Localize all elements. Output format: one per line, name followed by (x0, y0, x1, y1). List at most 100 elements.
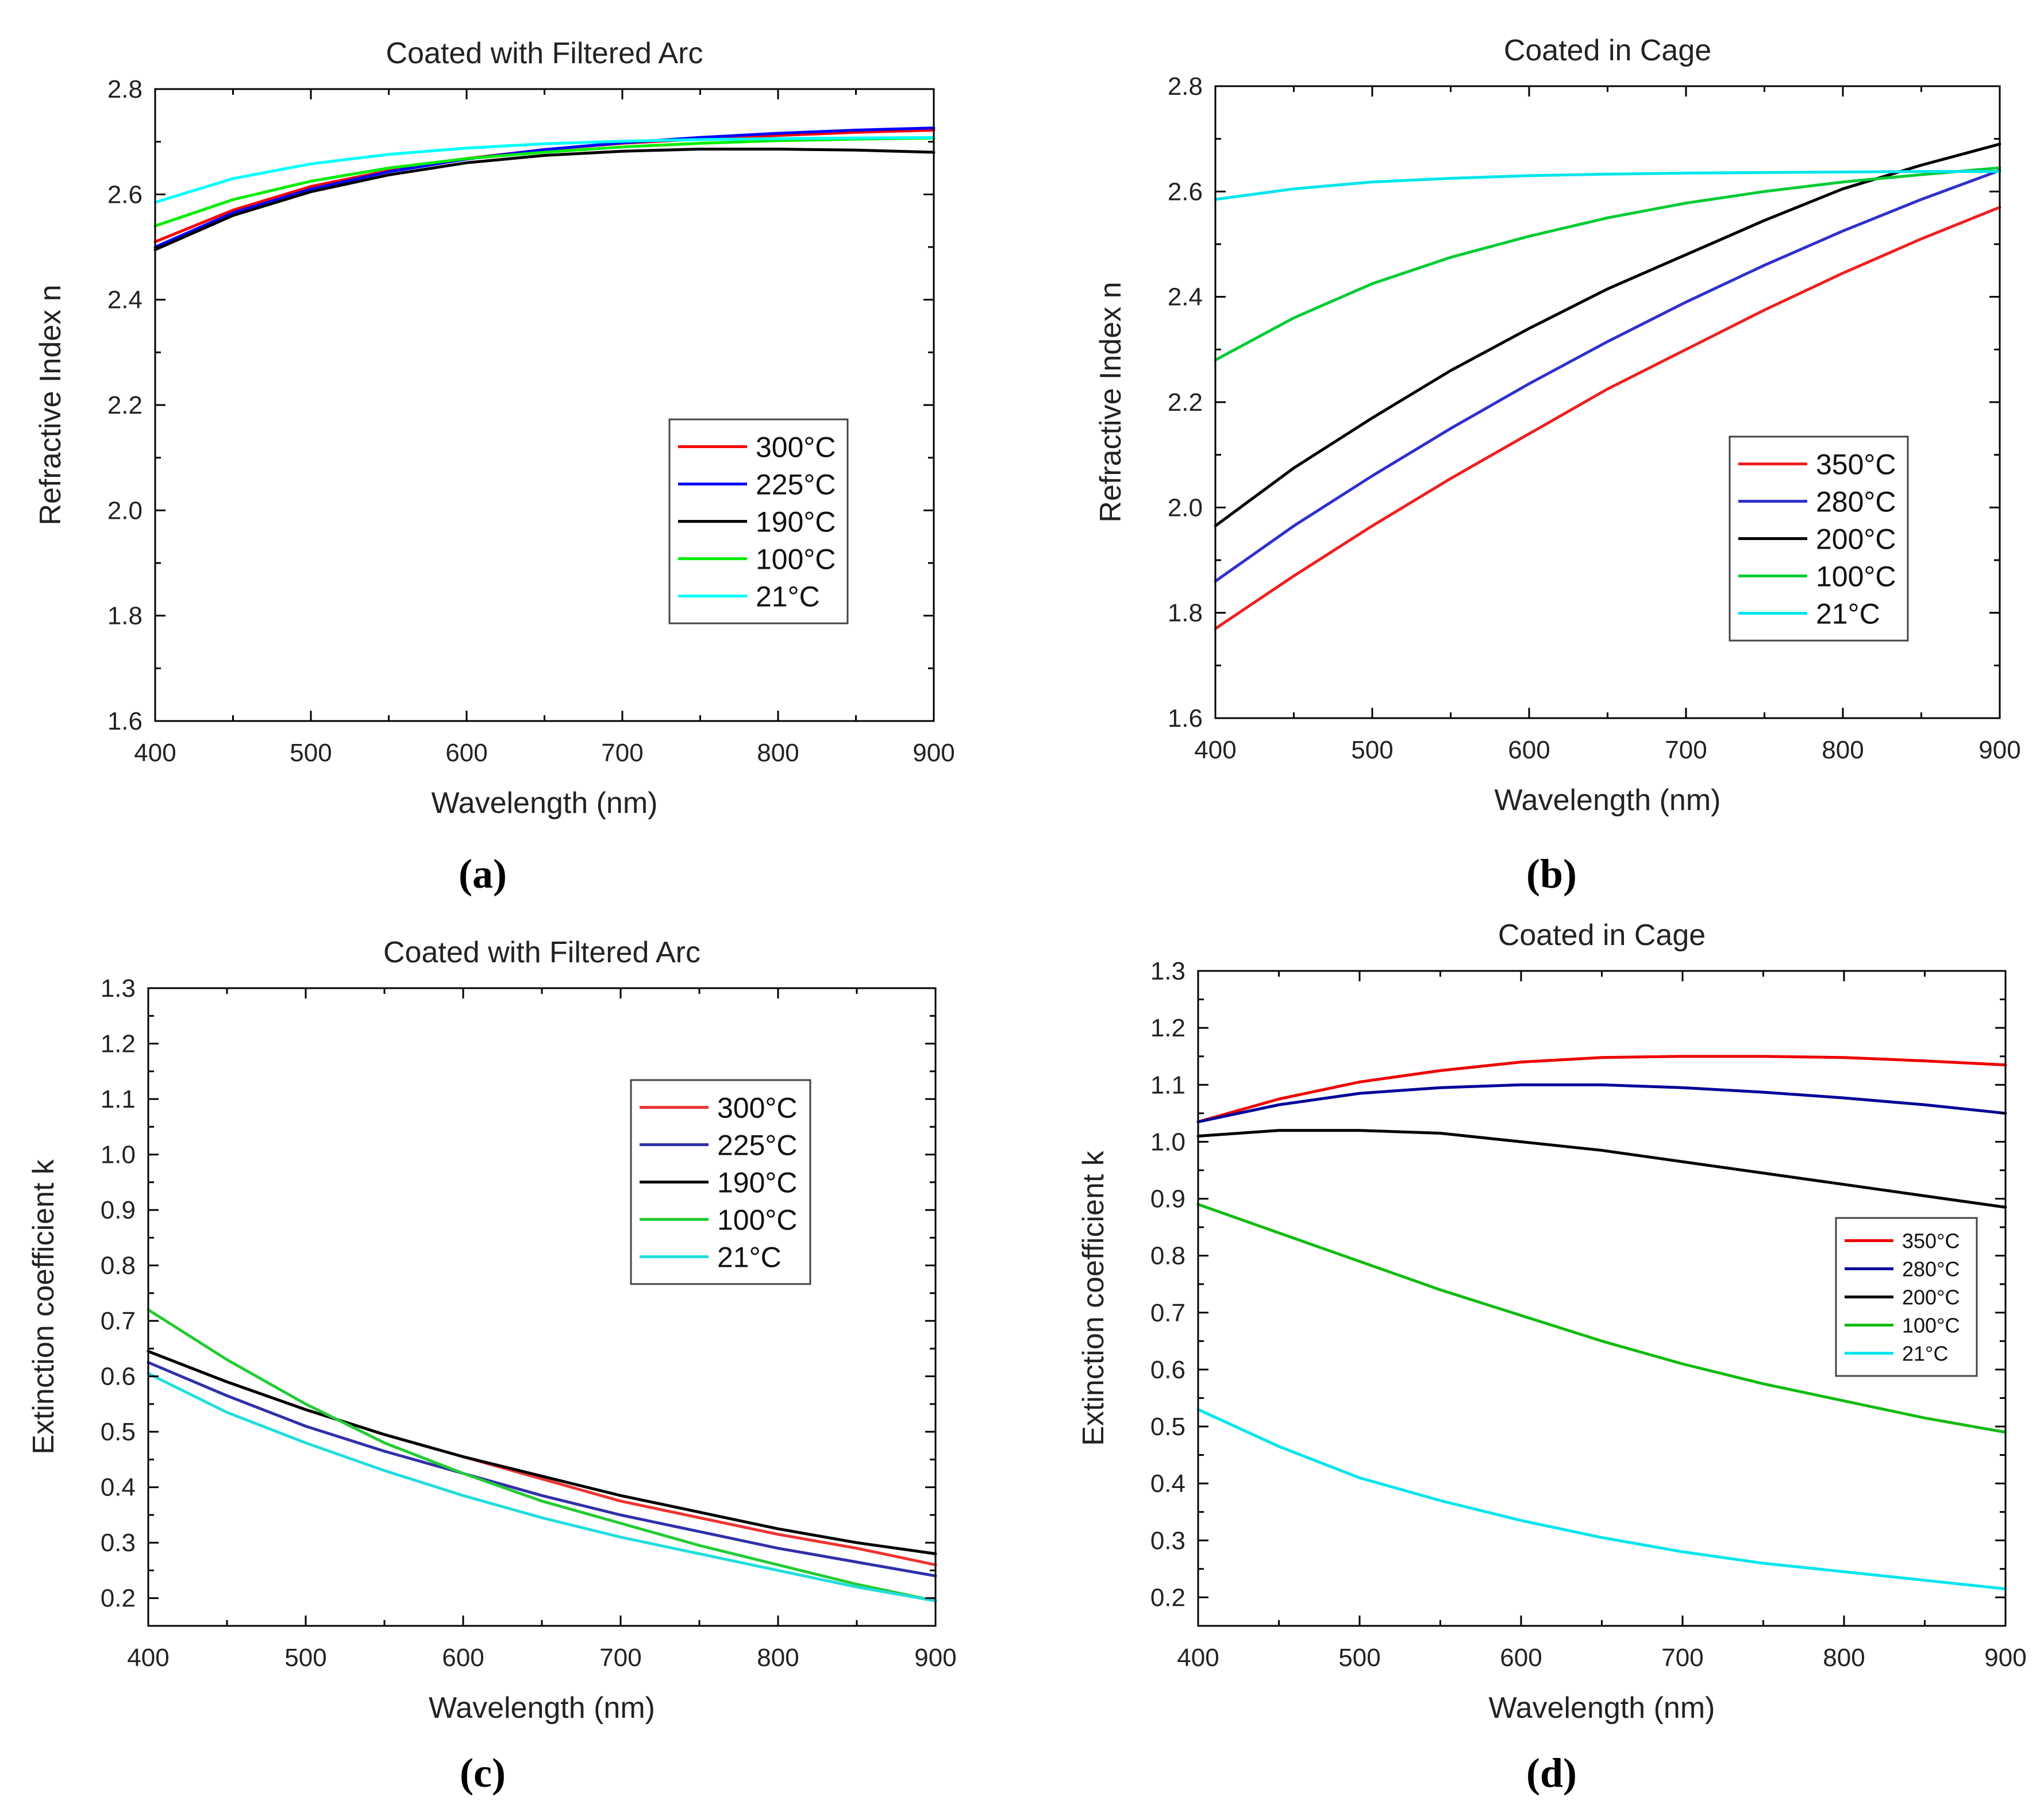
y-axis-label: Extinction coefficient k (27, 1159, 60, 1455)
legend-label: 225°C (756, 469, 836, 501)
y-tick-label: 0.4 (101, 1474, 136, 1502)
x-tick-label: 800 (757, 739, 799, 767)
y-tick-label: 1.3 (1150, 957, 1185, 985)
y-tick-label: 1.0 (101, 1141, 136, 1169)
y-tick-label: 0.7 (1150, 1299, 1185, 1327)
y-tick-label: 1.2 (101, 1030, 136, 1058)
y-tick-label: 2.4 (107, 286, 143, 314)
series-line-100c (1214, 166, 2001, 362)
series-line-225c (147, 1361, 937, 1578)
x-tick-label: 800 (757, 1644, 799, 1672)
y-axis-label: Refractive Index n (34, 284, 67, 525)
y-tick-label: 0.2 (101, 1584, 136, 1613)
legend-label: 100°C (1902, 1313, 1960, 1337)
panel-label-b: (b) (1526, 851, 1577, 897)
series-line-350c (1214, 206, 2001, 630)
legend-label: 100°C (717, 1204, 798, 1236)
legend-label: 21°C (756, 581, 820, 613)
y-tick-label: 1.3 (101, 974, 136, 1003)
x-tick-label: 900 (1978, 736, 2020, 764)
x-tick-label: 600 (442, 1644, 484, 1672)
x-axis-label: Wavelength (nm) (1489, 1691, 1715, 1725)
x-tick-label: 900 (913, 739, 954, 767)
x-tick-label: 800 (1823, 1644, 1865, 1672)
series-line-21c (153, 136, 936, 204)
series-line-100c (147, 1308, 937, 1603)
y-tick-label: 2.8 (107, 75, 143, 103)
series-line-280c (1214, 169, 2001, 583)
legend-label: 100°C (1816, 561, 1896, 593)
legend-label: 190°C (717, 1167, 798, 1199)
legend-label: 21°C (1902, 1341, 1948, 1365)
x-tick-label: 500 (1351, 736, 1393, 764)
y-tick-label: 1.2 (1150, 1014, 1185, 1042)
y-axis-label: Extinction coefficient k (1077, 1150, 1110, 1446)
legend-label: 300°C (756, 431, 836, 464)
x-axis-label: Wavelength (nm) (432, 787, 658, 820)
x-tick-label: 600 (445, 739, 487, 767)
x-tick-label: 700 (601, 739, 643, 767)
series-line-21c (1196, 1408, 2007, 1591)
legend-label: 280°C (1902, 1257, 1960, 1281)
series-line-190c (153, 148, 936, 252)
x-tick-label: 700 (1661, 1644, 1703, 1672)
y-tick-label: 1.8 (107, 602, 143, 630)
x-tick-label: 700 (599, 1644, 641, 1672)
x-axis-label: Wavelength (nm) (1495, 784, 1721, 817)
y-tick-label: 1.6 (1168, 704, 1203, 732)
y-tick-label: 2.0 (107, 496, 143, 525)
y-tick-label: 2.6 (1168, 178, 1203, 206)
x-tick-label: 600 (1500, 1644, 1542, 1672)
x-tick-label: 500 (284, 1644, 326, 1672)
x-tick-label: 900 (1984, 1644, 2026, 1672)
x-tick-label: 500 (290, 739, 332, 767)
y-tick-label: 0.7 (101, 1307, 136, 1335)
panel-label-c: (c) (460, 1750, 506, 1796)
panel-label-d: (d) (1526, 1750, 1577, 1796)
y-tick-label: 0.6 (1150, 1356, 1185, 1384)
y-tick-label: 2.6 (107, 180, 143, 209)
legend-label: 300°C (717, 1092, 798, 1124)
y-tick-label: 0.9 (101, 1196, 136, 1224)
x-axis-label: Wavelength (nm) (429, 1691, 655, 1725)
series-line-190c (147, 1350, 937, 1555)
y-tick-label: 0.2 (1150, 1583, 1185, 1611)
panel-label-a: (a) (459, 851, 507, 897)
x-tick-label: 400 (127, 1644, 169, 1672)
series-line-225c (153, 126, 936, 249)
series-line-200c (1196, 1129, 2007, 1209)
legend-label: 200°C (1902, 1285, 1960, 1309)
y-tick-label: 0.5 (101, 1418, 136, 1446)
x-tick-label: 900 (914, 1644, 956, 1672)
chart-panel-d: Coated in Cage 400 500 600 700 800 900 0.2 0.3 0.… (1077, 919, 2027, 1725)
chart-title: Coated with Filtered Arc (386, 37, 703, 70)
y-axis-label: Refractive Index n (1094, 282, 1127, 522)
chart-panel-a: Coated with Filtered Arc 400 500 600 700 800 9… (34, 37, 955, 820)
legend-label: 280°C (1816, 486, 1896, 518)
y-tick-label: 0.8 (1150, 1242, 1185, 1270)
legend-label: 21°C (717, 1242, 782, 1274)
y-tick-label: 1.6 (107, 707, 143, 735)
chart-title: Coated in Cage (1498, 919, 1706, 952)
legend-label: 200°C (1816, 523, 1896, 556)
legend-label: 190°C (756, 506, 836, 538)
y-tick-label: 0.3 (101, 1529, 136, 1557)
series-line-21c (1214, 170, 2001, 201)
chart-title: Coated with Filtered Arc (383, 936, 700, 969)
series-line-280c (1196, 1083, 2007, 1124)
y-tick-label: 1.1 (1150, 1071, 1185, 1099)
y-tick-label: 1.1 (101, 1085, 136, 1113)
y-tick-label: 0.9 (1150, 1185, 1185, 1213)
legend-label: 350°C (1902, 1229, 1960, 1252)
x-tick-label: 800 (1822, 736, 1864, 764)
x-tick-label: 600 (1508, 736, 1550, 764)
y-tick-label: 0.4 (1150, 1470, 1185, 1498)
legend-label: 21°C (1816, 598, 1880, 630)
legend-label: 350°C (1816, 449, 1896, 481)
x-tick-label: 400 (134, 739, 176, 767)
chart-panel-b: Coated in Cage 400 500 600 700 800 900 1.6 1.8 2.… (1094, 34, 2021, 817)
x-tick-label: 700 (1665, 736, 1707, 764)
y-tick-label: 1.8 (1168, 599, 1203, 627)
y-tick-label: 0.5 (1150, 1413, 1185, 1441)
